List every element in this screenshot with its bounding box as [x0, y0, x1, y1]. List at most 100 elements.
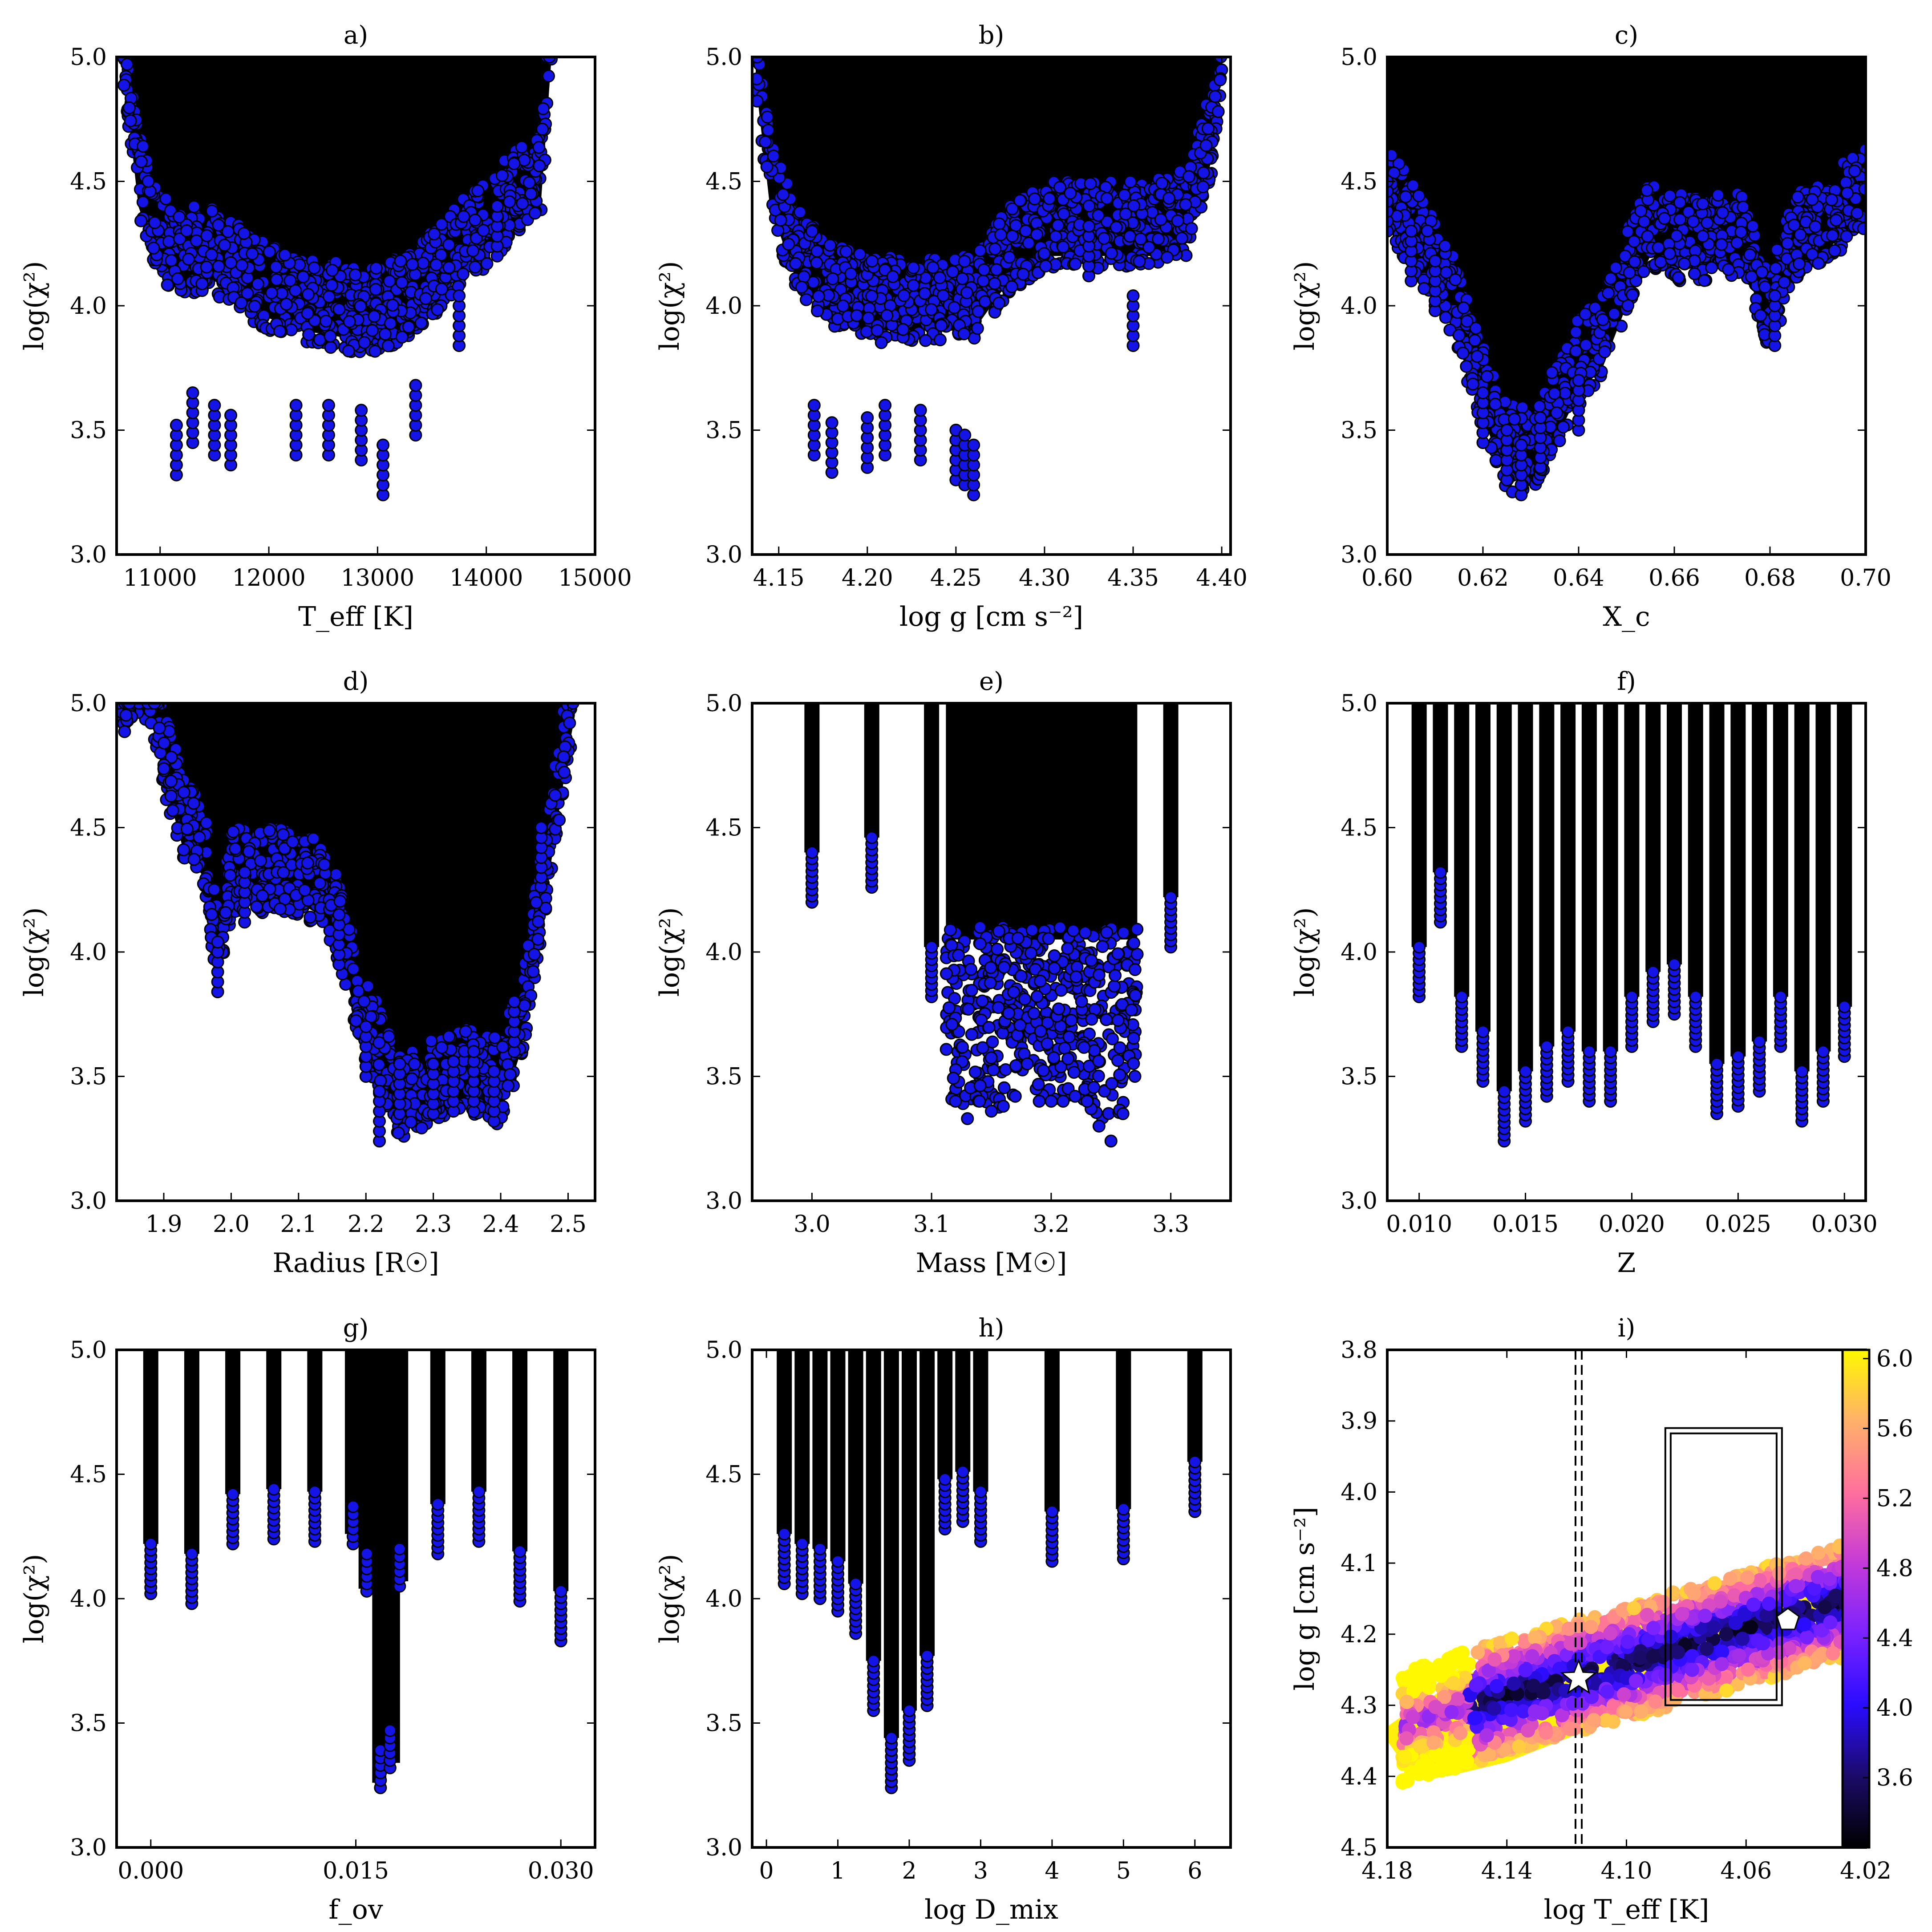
x-tick-label: 1.9: [146, 1211, 182, 1238]
model-point: [1745, 270, 1758, 284]
model-point: [1625, 990, 1638, 1004]
model-point: [1673, 213, 1687, 226]
model-point: [235, 259, 248, 272]
model-point: [119, 709, 133, 722]
model-point: [211, 936, 224, 949]
model-point: [1716, 206, 1729, 219]
model-point: [1100, 215, 1114, 228]
model-point: [896, 323, 910, 336]
model-point: [267, 1482, 280, 1496]
model-point: [1077, 1041, 1090, 1054]
model-point: [159, 192, 173, 206]
model-point: [1021, 1057, 1034, 1071]
model-point: [134, 214, 148, 227]
model-point: [942, 1001, 956, 1014]
model-point: [1164, 891, 1178, 904]
model-point: [925, 940, 938, 954]
model-point: [227, 825, 240, 838]
model-point: [302, 328, 316, 341]
model-point: [1018, 992, 1031, 1006]
model-point: [515, 141, 528, 154]
model-point: [298, 883, 312, 897]
model-point: [1816, 1045, 1830, 1058]
model-point: [919, 334, 932, 347]
column-f: [1518, 703, 1533, 1072]
model-point: [1013, 1019, 1027, 1032]
model-point: [1119, 207, 1132, 221]
model-point: [907, 279, 920, 292]
model-point: [1039, 259, 1052, 273]
model-point: [1515, 438, 1528, 452]
model-point: [522, 176, 536, 189]
model-point: [1028, 192, 1041, 206]
model-point: [1033, 1094, 1046, 1108]
model-point: [1092, 1069, 1105, 1083]
model-point: [286, 835, 300, 849]
model-point: [524, 187, 538, 201]
model-point: [752, 94, 764, 108]
model-point: [1468, 334, 1482, 347]
model-point: [1002, 1006, 1016, 1020]
model-point: [1092, 209, 1105, 222]
model-point: [1809, 220, 1822, 233]
model-point: [1065, 1014, 1078, 1027]
model-point: [173, 211, 186, 224]
model-point: [277, 866, 290, 879]
model-point: [1489, 397, 1502, 411]
column-g: [225, 1350, 241, 1495]
model-point: [994, 228, 1008, 241]
model-point: [1005, 280, 1018, 293]
model-point: [1604, 272, 1617, 285]
model-point: [1127, 1032, 1140, 1045]
model-point: [865, 831, 879, 844]
model-point: [503, 1068, 517, 1081]
x-tick-label: 0.000: [117, 1858, 184, 1884]
model-point: [1627, 235, 1640, 248]
column-f: [1581, 703, 1597, 1052]
y-tick-label: 5.0: [70, 44, 107, 71]
model-point: [946, 265, 960, 279]
model-point: [535, 821, 548, 834]
model-point: [1162, 191, 1175, 205]
model-point: [1579, 308, 1592, 321]
model-point: [459, 1025, 472, 1038]
model-point: [1022, 236, 1035, 250]
model-point: [1113, 1041, 1126, 1054]
model-point: [1652, 241, 1665, 254]
model-point: [925, 303, 938, 316]
model-point: [1715, 238, 1728, 251]
model-point: [797, 270, 810, 284]
model-point: [1686, 215, 1700, 228]
model-point: [1439, 266, 1453, 279]
model-point: [961, 1112, 974, 1126]
model-point: [360, 1547, 373, 1560]
model-point: [1787, 219, 1801, 232]
model-point: [1413, 940, 1426, 954]
model-point: [1387, 149, 1398, 162]
model-point: [318, 858, 331, 871]
model-point: [1387, 224, 1394, 238]
model-point: [457, 210, 470, 223]
y-tick-label: 4.5: [1341, 815, 1377, 842]
model-point: [1092, 968, 1106, 982]
model-point: [1857, 222, 1866, 235]
envelope-a: [122, 57, 552, 343]
model-point: [767, 150, 780, 163]
model-point: [839, 245, 853, 258]
model-point: [273, 902, 287, 915]
model-point: [1113, 1068, 1126, 1081]
model-point: [1197, 166, 1210, 179]
model-point: [1096, 940, 1109, 953]
model-point: [402, 320, 415, 333]
column-g: [430, 1350, 446, 1504]
model-point: [871, 324, 884, 337]
model-point: [1609, 261, 1622, 274]
model-point: [1005, 229, 1019, 243]
model-point: [1601, 287, 1615, 300]
model-point: [1087, 1081, 1101, 1094]
model-point: [153, 721, 166, 735]
model-point: [348, 268, 362, 281]
model-point: [1057, 207, 1070, 221]
model-point: [329, 868, 343, 881]
model-point: [1654, 255, 1667, 269]
